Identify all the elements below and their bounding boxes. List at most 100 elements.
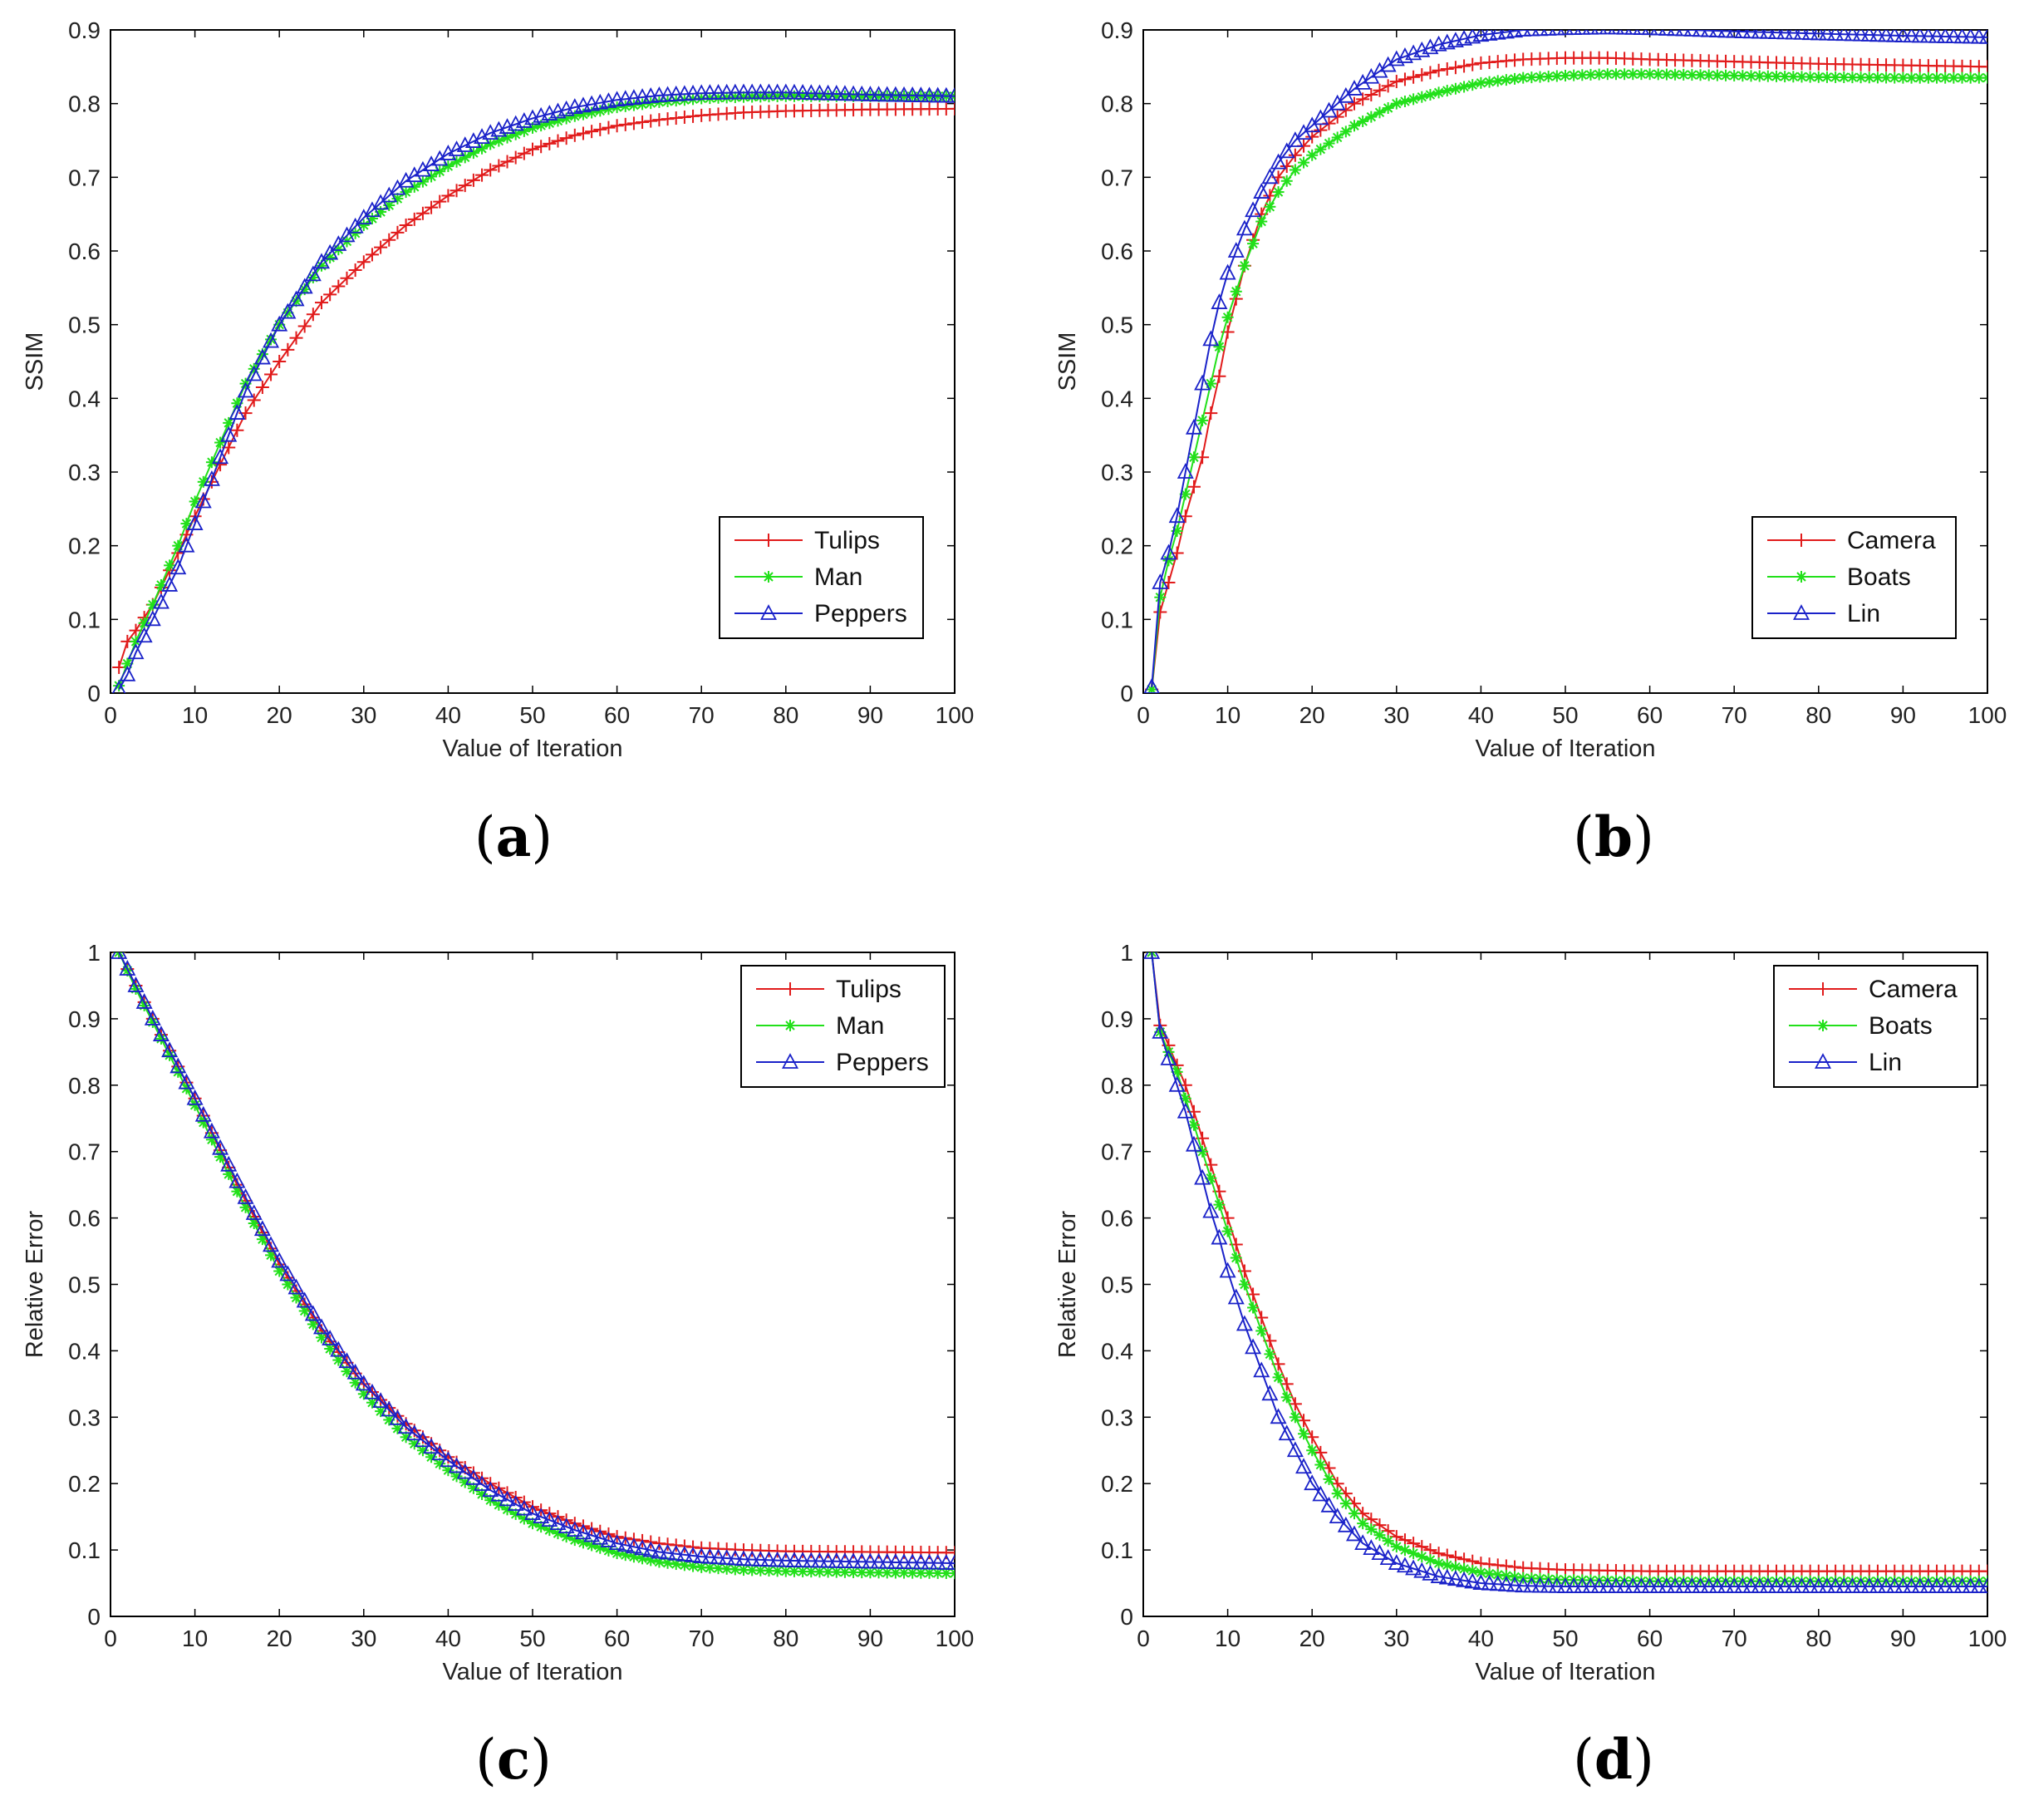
data-point-asterisk [1306, 149, 1319, 161]
panel-caption: (a) [474, 804, 553, 869]
data-point-triangle [828, 85, 845, 101]
data-point-triangle [1211, 293, 1228, 309]
y-tick-label: 0.7 [68, 165, 101, 190]
caption-open-paren: ( [1573, 805, 1594, 869]
data-point-triangle [1768, 1577, 1785, 1593]
data-point-plus [281, 342, 295, 357]
data-point-triangle [1590, 1577, 1608, 1593]
data-point-triangle [287, 1278, 305, 1295]
data-point-triangle [1582, 30, 1599, 35]
data-point-asterisk [915, 1567, 927, 1579]
y-tick-label: 0.9 [1101, 1006, 1133, 1032]
data-point-triangle [144, 1009, 161, 1026]
data-point-triangle [279, 1265, 297, 1281]
caption-letter: a [496, 804, 532, 869]
data-point-triangle [1717, 30, 1735, 38]
data-point-plus [1204, 406, 1218, 421]
data-point-triangle [735, 83, 752, 100]
y-tick-label: 0.3 [1101, 1404, 1133, 1430]
data-point-triangle [1506, 1576, 1524, 1592]
data-point-plus [948, 1546, 955, 1560]
data-point-triangle [1379, 56, 1397, 72]
data-point-asterisk [349, 227, 361, 239]
data-point-triangle [1852, 1577, 1869, 1593]
data-point-triangle [448, 1457, 465, 1473]
legend: Camera Boats Lin [1751, 516, 1957, 639]
x-tick-label: 40 [435, 702, 461, 728]
data-point-asterisk [1382, 101, 1394, 114]
y-tick-label: 1 [87, 940, 101, 966]
data-point-asterisk [552, 115, 564, 127]
data-point-asterisk [248, 1217, 260, 1229]
data-point-triangle [263, 1236, 280, 1252]
data-point-asterisk [687, 1560, 700, 1572]
data-point-plus [297, 319, 312, 333]
series-group [111, 952, 955, 1580]
data-point-triangle [338, 1352, 356, 1369]
data-point-asterisk [754, 1564, 767, 1577]
data-point-triangle [313, 253, 330, 269]
data-point-plus [534, 140, 548, 154]
data-point-triangle [1734, 30, 1751, 38]
data-point-triangle [499, 1490, 516, 1507]
data-point-triangle [1751, 30, 1768, 39]
y-tick-label: 0.9 [68, 17, 101, 43]
data-point-plus [1356, 92, 1370, 106]
data-point-triangle [887, 1553, 904, 1569]
data-point-triangle [1531, 30, 1549, 37]
series-lin [1143, 30, 1987, 693]
legend-entry: Camera [1767, 527, 1936, 554]
y-tick-label: 0.2 [68, 534, 101, 559]
data-point-triangle [634, 88, 651, 104]
y-tick-label: 0.8 [1101, 1073, 1133, 1099]
data-point-triangle [693, 1547, 710, 1563]
data-point-triangle [212, 1139, 229, 1155]
data-point-triangle [524, 1504, 541, 1521]
data-point-asterisk [357, 219, 370, 231]
data-point-asterisk [256, 1233, 268, 1246]
data-point-triangle [1979, 30, 1987, 44]
y-tick-label: 0.5 [1101, 312, 1133, 338]
legend-label: Boats [1869, 1012, 1933, 1040]
data-point-triangle [1759, 30, 1776, 39]
data-point-plus [374, 240, 388, 254]
data-point-triangle [1726, 1577, 1743, 1593]
data-point-triangle [1219, 263, 1236, 280]
data-point-plus [567, 128, 582, 142]
data-point-triangle [1860, 1577, 1878, 1593]
x-tick-label: 70 [1722, 1626, 1747, 1651]
y-tick-label: 0 [1120, 681, 1133, 706]
x-tick-label: 40 [1468, 702, 1494, 728]
data-point-plus [644, 114, 658, 128]
data-point-plus [543, 136, 557, 150]
data-point-asterisk [695, 1561, 708, 1573]
data-point-triangle [929, 86, 946, 103]
data-point-triangle [296, 278, 313, 294]
chart-panel-c: 0 10 20 30 40 50 60 70 80 90 100 0 0.1 0.2 0.3 0.4 0.5 0.… [22, 940, 974, 1792]
data-point-triangle [1759, 1577, 1776, 1593]
data-point-triangle [1649, 1577, 1667, 1593]
data-point-triangle [718, 1549, 735, 1565]
data-point-triangle [253, 1220, 271, 1237]
data-point-triangle [464, 1468, 482, 1485]
data-point-triangle [1692, 1577, 1709, 1593]
data-point-asterisk [290, 1291, 302, 1304]
data-point-triangle [533, 1508, 550, 1524]
data-point-triangle [1236, 219, 1253, 236]
data-point-triangle [287, 290, 305, 307]
y-tick-label: 0.3 [1101, 460, 1133, 485]
data-point-triangle [1472, 1574, 1490, 1590]
data-point-triangle [1844, 1577, 1861, 1593]
legend-entry: Boats [1767, 563, 1911, 591]
data-point-triangle [870, 1552, 887, 1569]
data-point-triangle [760, 83, 778, 100]
data-point-plus [1795, 534, 1808, 547]
data-point-triangle [304, 265, 322, 282]
data-point-plus [593, 122, 607, 136]
data-point-triangle [878, 86, 896, 102]
y-tick-label: 0.6 [1101, 239, 1133, 264]
data-point-triangle [1557, 30, 1574, 36]
data-point-asterisk [467, 1482, 479, 1494]
data-point-triangle [1523, 1577, 1540, 1593]
data-point-triangle [1497, 1576, 1515, 1591]
